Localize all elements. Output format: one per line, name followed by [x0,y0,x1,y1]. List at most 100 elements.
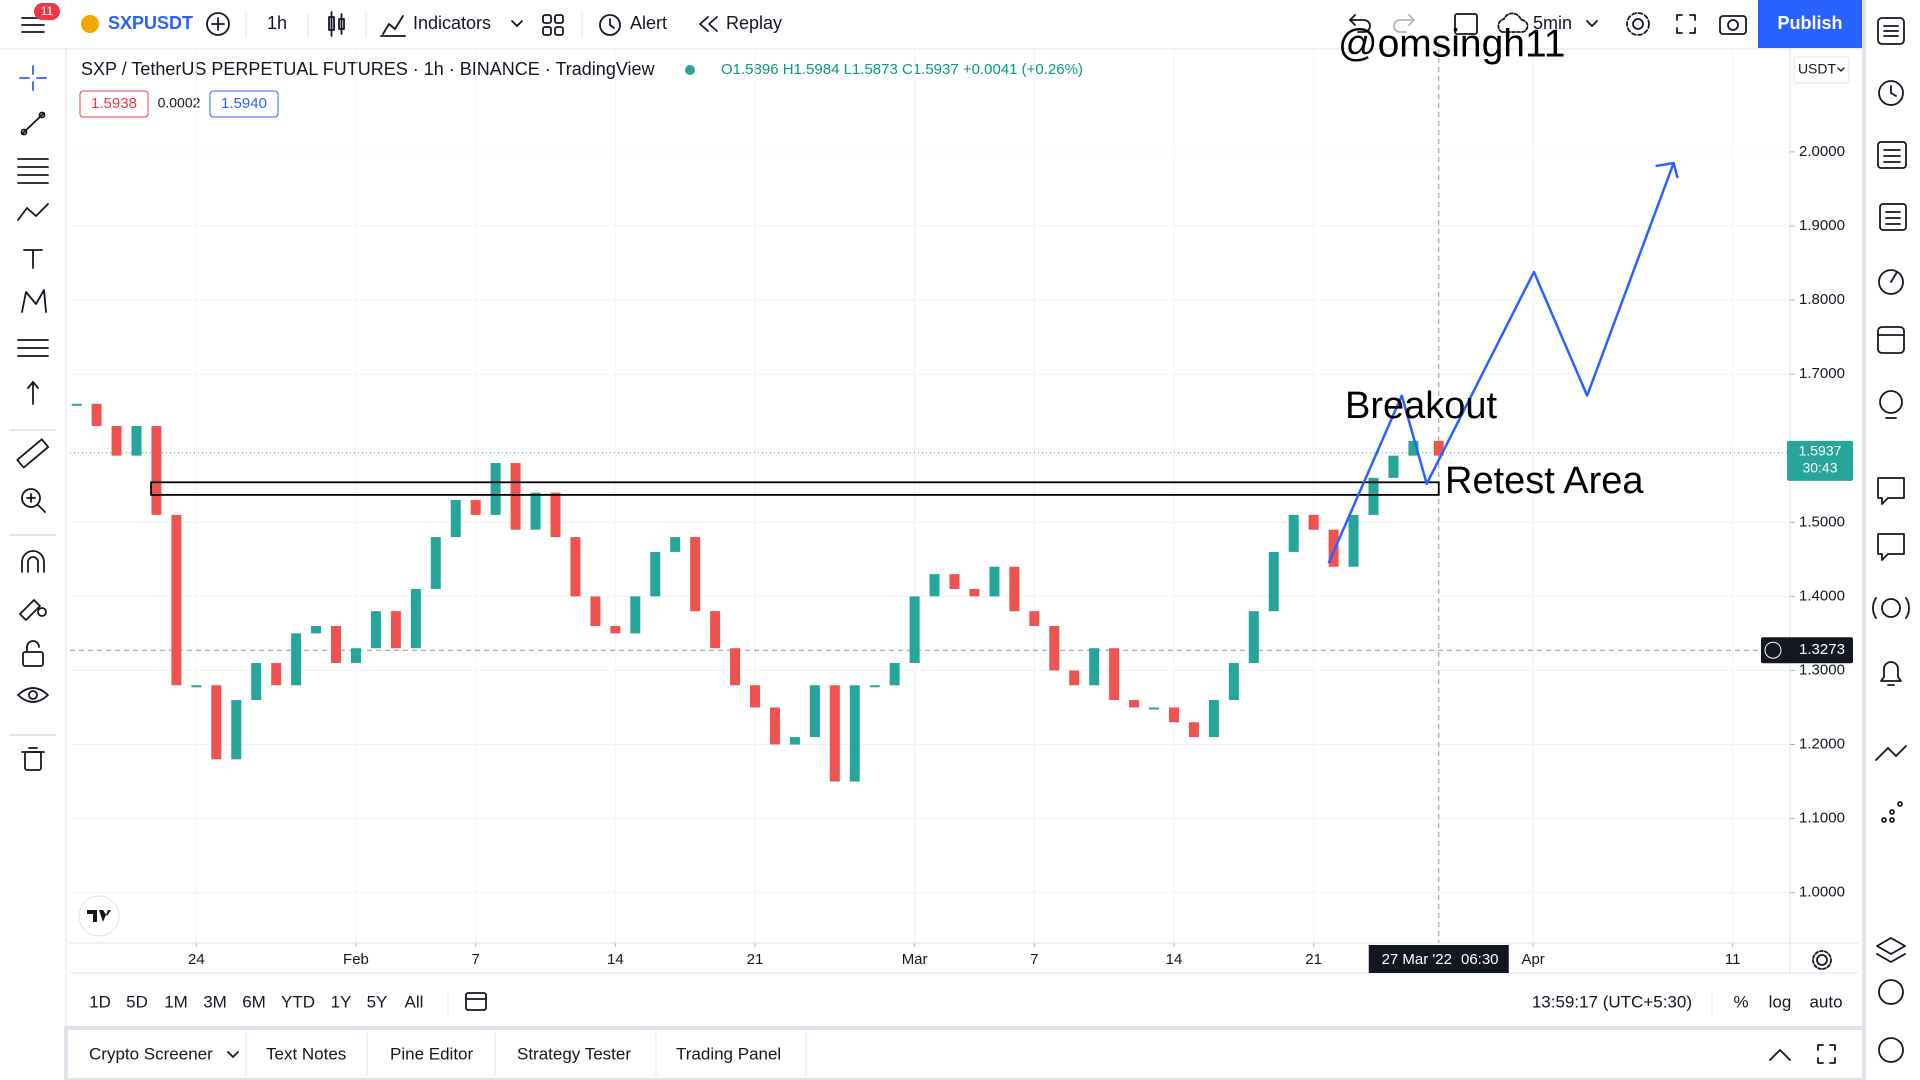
candle [1368,477,1379,515]
prediction-tool[interactable] [21,289,47,313]
chart-type-icon[interactable] [328,11,345,37]
log-toggle[interactable]: log [1769,992,1792,1011]
candle [1029,611,1040,626]
arrow-tool[interactable] [27,381,39,405]
range-button[interactable]: 1Y [331,992,352,1011]
range-button[interactable]: YTD [281,992,315,1011]
collapse-panel[interactable] [1769,1049,1791,1061]
redo-icon[interactable] [1393,14,1415,33]
measure-tool[interactable] [17,339,49,357]
range-button[interactable]: 5Y [367,992,388,1011]
object-tree-icon[interactable] [1876,937,1906,963]
bid-price[interactable]: 1.5938 [91,95,137,112]
magnet-tool[interactable] [21,550,45,573]
pattern-tool[interactable] [17,203,49,221]
chat-icon[interactable] [1877,477,1905,505]
candle [710,611,721,649]
crosshair-time: 06:30 [1461,951,1499,968]
text-tool[interactable] [23,249,43,269]
streams-icon[interactable] [1872,597,1910,619]
order-panel-icon[interactable] [1875,745,1907,761]
zoom-tool[interactable] [21,488,46,513]
fib-tool[interactable] [17,158,49,184]
interval[interactable]: 1h [267,13,287,33]
notifications-icon[interactable] [1880,661,1902,686]
left-toolbar [9,65,57,771]
bid-box[interactable] [79,90,149,118]
range-button[interactable]: 1M [164,992,188,1011]
candle [610,625,621,634]
trendline-tool[interactable] [20,111,46,136]
alert-button[interactable]: Alert [630,13,667,33]
add-alert-icon[interactable] [1764,641,1782,659]
crosshair-tool[interactable] [19,65,47,91]
compare-icon[interactable] [206,12,230,36]
help-icon[interactable] [1878,979,1904,1005]
help-icon[interactable] [1878,1037,1904,1063]
fullscreen-icon[interactable] [1676,14,1696,34]
bottom-tab[interactable]: Crypto Screener [89,1044,213,1063]
candle [490,463,501,515]
symbol[interactable]: SXPUSDT [108,13,193,33]
snapshot-icon[interactable] [1719,15,1747,35]
range-button[interactable]: 3M [203,992,227,1011]
auto-toggle[interactable]: auto [1809,992,1842,1011]
screener-dropdown[interactable] [227,1051,239,1058]
candle [929,574,940,597]
ask-price[interactable]: 1.5940 [221,95,267,112]
watchlist-icon[interactable] [1877,17,1905,45]
settings-icon[interactable] [1626,12,1650,36]
candle [1228,663,1239,701]
range-button[interactable]: 1D [89,992,111,1011]
range-button[interactable]: All [405,992,424,1011]
ruler-tool[interactable] [16,438,50,469]
candle [570,537,581,597]
news-icon[interactable] [1877,141,1907,169]
currency[interactable]: USDT [1798,61,1837,77]
bottom-tab[interactable]: Strategy Tester [517,1044,631,1063]
candle [1348,514,1359,567]
currency-box[interactable] [1793,56,1850,84]
undo-icon[interactable] [1349,14,1371,33]
maximize-panel[interactable] [1817,1044,1836,1064]
bottom-tab[interactable]: Pine Editor [390,1044,473,1063]
chats-icon[interactable] [1877,533,1905,561]
candle [809,685,820,738]
candle [1089,648,1100,686]
retest-zone [150,481,1440,496]
alert-icon[interactable] [599,14,621,36]
ask-box[interactable] [209,90,279,118]
layout-dropdown[interactable] [1586,20,1598,27]
range-button[interactable]: 5D [126,992,148,1011]
range-button[interactable]: 6M [242,992,266,1011]
date-range-icon[interactable] [465,992,487,1011]
ideas-icon[interactable] [1879,203,1907,231]
hotlist-icon[interactable] [1878,269,1904,295]
candle [410,588,421,649]
replay-button[interactable]: Replay [726,13,782,33]
indicators-button[interactable]: Indicators [413,13,491,33]
ideas-stream-icon[interactable] [1879,390,1903,419]
visibility-tool[interactable] [17,687,49,703]
stay-drawing-tool[interactable] [19,599,47,621]
indicators-dropdown[interactable] [511,20,523,27]
replay-icon[interactable] [699,16,718,32]
bottom-tab[interactable]: Trading Panel [676,1044,781,1063]
calendar-icon[interactable] [1877,326,1905,354]
candle [1069,670,1080,686]
delete-tool[interactable] [21,747,45,771]
publish-button[interactable]: Publish [1777,13,1842,33]
lock-tool[interactable] [22,640,44,667]
publish-background[interactable] [1758,0,1862,48]
currency-dropdown[interactable] [1837,67,1845,72]
layouts-icon[interactable] [542,14,564,36]
annotation: Retest Area [1445,460,1644,502]
percent-toggle[interactable]: % [1733,992,1748,1011]
time-axis-settings[interactable] [1812,950,1832,970]
bottom-tab[interactable]: Text Notes [266,1044,346,1063]
layout-icon[interactable] [1454,13,1478,35]
alerts-icon[interactable] [1878,80,1904,106]
indicators-icon[interactable] [380,15,406,37]
dom-icon[interactable] [1881,801,1903,823]
